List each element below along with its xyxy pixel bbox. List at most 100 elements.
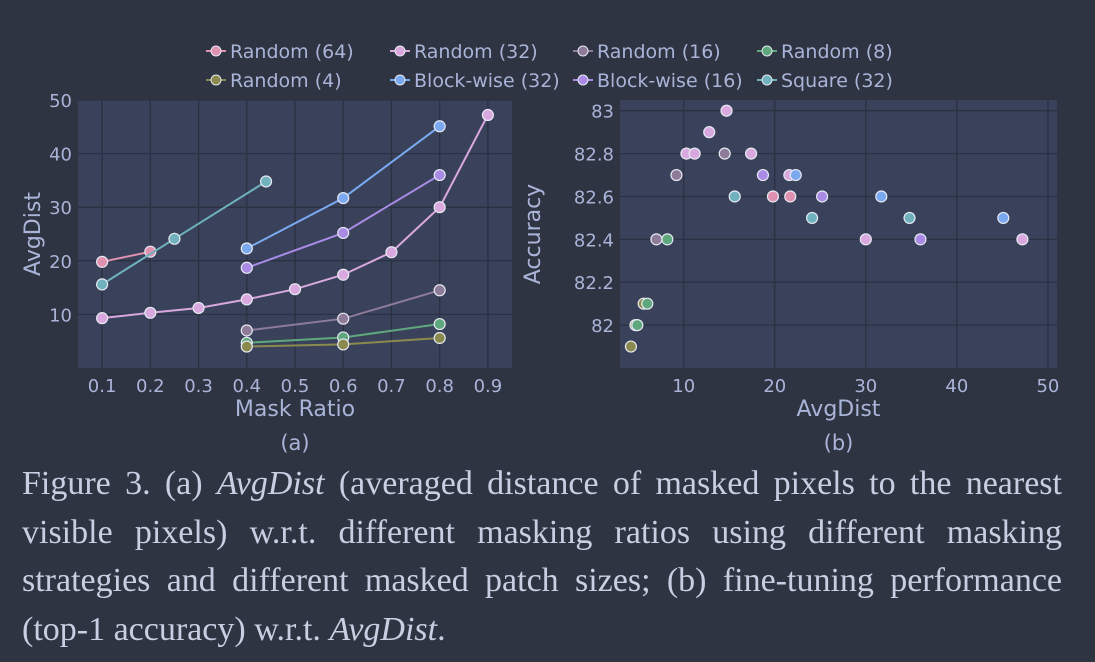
legend-item-random-64: Random (64)	[206, 41, 354, 63]
data-point	[240, 293, 253, 306]
data-point	[766, 190, 780, 203]
data-point	[337, 338, 350, 351]
legend-label: Random (32)	[414, 41, 538, 63]
legend-item-random-8: Random (8)	[757, 41, 893, 63]
data-point	[259, 175, 273, 188]
x-tick-label: 0.6	[329, 376, 358, 397]
data-point	[756, 168, 770, 182]
data-point	[728, 190, 741, 203]
data-point	[784, 190, 797, 203]
legend-item-random-32: Random (32)	[390, 41, 538, 63]
y-tick-label: 82.4	[574, 230, 614, 251]
legend-label: Random (64)	[230, 41, 354, 63]
data-point	[859, 233, 872, 246]
points-random-64	[766, 190, 797, 203]
data-point	[914, 233, 927, 246]
data-point	[96, 312, 109, 325]
caption-term-avgdist: AvgDist	[216, 465, 325, 502]
legend-marker	[577, 74, 589, 86]
data-point	[903, 211, 916, 225]
y-tick-label: 82.2	[574, 273, 614, 294]
data-point	[337, 312, 350, 325]
y-tick-label: 20	[49, 252, 72, 273]
caption-prefix: Figure 3. (a)	[22, 465, 217, 502]
legend-marker	[394, 45, 406, 57]
x-tick-label: 0.5	[281, 376, 310, 397]
data-point	[670, 168, 683, 182]
data-point	[288, 283, 302, 296]
data-point	[385, 246, 398, 259]
series-block-wise-32	[240, 120, 446, 255]
x-tick-label: 20	[763, 376, 786, 397]
caption-suffix: .	[437, 610, 446, 648]
legend-item-block-wise-16: Block-wise (16)	[573, 70, 743, 92]
legend-item-random-16: Random (16)	[573, 41, 721, 63]
y-axis-title: AvgDist	[21, 192, 46, 276]
y-tick-label: 83	[591, 102, 614, 123]
data-point	[96, 255, 109, 268]
legend-marker	[210, 45, 222, 57]
legend-item-square-32: Square (32)	[757, 70, 893, 92]
legend-label: Square (32)	[781, 70, 893, 92]
x-axis-title: Mask Ratio	[235, 397, 355, 422]
data-point	[337, 268, 350, 281]
data-point	[650, 233, 663, 246]
data-point	[718, 147, 731, 160]
series-block-wise-16	[240, 168, 446, 274]
legend-marker	[394, 74, 406, 86]
series-line	[101, 250, 151, 263]
data-point	[168, 232, 181, 245]
data-point	[816, 190, 829, 203]
y-tick-label: 40	[49, 145, 72, 166]
data-point	[433, 284, 446, 297]
data-point	[481, 108, 494, 122]
x-tick-label: 0.7	[377, 376, 406, 397]
legend-marker	[210, 74, 222, 86]
data-point	[337, 191, 350, 205]
x-tick-label: 0.9	[474, 376, 503, 397]
x-tick-label: 0.4	[232, 376, 261, 397]
points-block-wise-32	[789, 168, 1010, 225]
data-point	[631, 319, 644, 332]
y-tick-label: 30	[49, 198, 72, 219]
data-point	[789, 168, 802, 182]
x-tick-label: 0.8	[425, 376, 454, 397]
x-tick-label: 50	[1036, 376, 1059, 397]
x-tick-label: 0.1	[88, 376, 117, 397]
y-tick-label: 82.8	[574, 145, 614, 166]
y-tick-label: 82	[591, 316, 614, 337]
legend-label: Block-wise (16)	[597, 70, 743, 92]
legend-marker	[761, 45, 773, 57]
series-random-32	[96, 108, 494, 325]
legend-item-block-wise-32: Block-wise (32)	[390, 70, 560, 92]
data-point	[720, 104, 733, 117]
panel-label: (b)	[824, 431, 854, 455]
chart-panel-a: 0.1 0.2 0.3 0.4 0.5 0.6 0.7 0.8 0.9 10 20 30 40 50 Mas…	[21, 91, 512, 455]
data-point	[240, 324, 253, 337]
data-point	[96, 278, 109, 291]
data-point	[805, 211, 819, 225]
series-random-64	[96, 245, 157, 268]
panel-label: (a)	[280, 431, 309, 455]
data-point	[641, 297, 654, 310]
data-point	[688, 147, 701, 160]
y-tick-label: 82.6	[574, 187, 614, 208]
legend-label: Random (8)	[781, 41, 893, 63]
series-random-16	[240, 284, 446, 337]
data-point	[997, 211, 1010, 225]
x-tick-label: 30	[854, 376, 877, 397]
y-tick-label: 10	[49, 305, 72, 326]
caption-middle: (averaged distance of masked pixels to t…	[22, 465, 1062, 648]
series-random-4	[240, 331, 446, 353]
series-square-32	[96, 175, 273, 291]
data-point	[144, 306, 157, 319]
data-point	[661, 233, 674, 246]
x-tick-label: 0.3	[184, 376, 213, 397]
data-point	[433, 201, 446, 214]
x-tick-label: 10	[672, 376, 695, 397]
legend-label: Random (4)	[230, 70, 342, 92]
points-block-wise-16	[756, 168, 927, 246]
legend-label: Random (16)	[597, 41, 721, 63]
data-point	[744, 147, 758, 160]
